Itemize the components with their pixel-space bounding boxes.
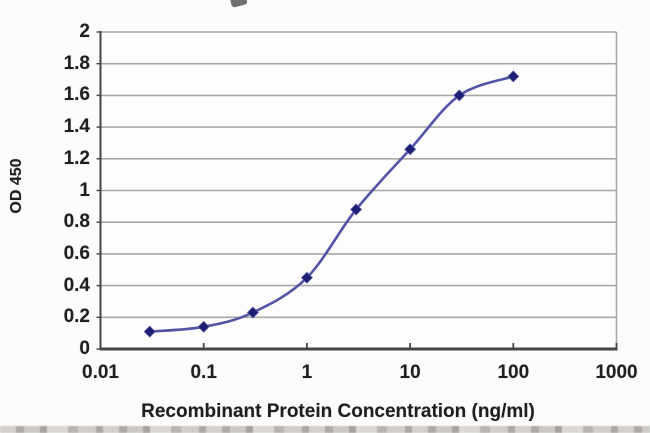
data-point-marker — [300, 271, 313, 284]
x-axis-title: Recombinant Protein Concentration (ng/ml… — [141, 401, 535, 422]
y-tick-label: 2 — [79, 21, 90, 42]
data-point-marker — [404, 143, 417, 156]
y-tick-label: 1.2 — [63, 147, 90, 169]
y-axis-title: OD 450 — [8, 158, 25, 214]
x-tick-label: 100 — [497, 362, 530, 383]
x-tick-label: 0.01 — [82, 362, 119, 383]
y-tick-label: 1 — [79, 179, 90, 201]
data-point-marker — [143, 325, 156, 338]
data-point-marker — [350, 203, 363, 216]
data-point-marker — [453, 89, 466, 102]
x-tick-label: 1000 — [595, 362, 638, 383]
y-tick-label: 0.8 — [63, 211, 90, 233]
y-tick-label: 1.8 — [63, 52, 90, 74]
data-point-marker — [197, 320, 210, 333]
series-line — [148, 75, 515, 333]
data-point-marker — [246, 306, 259, 319]
x-tick-label: 0.1 — [190, 362, 217, 383]
y-tick-label: 0.4 — [63, 274, 90, 296]
y-tick-label: 0.2 — [63, 306, 90, 328]
y-tick-label: 1.6 — [63, 84, 90, 106]
x-tick-label: 10 — [399, 362, 421, 383]
y-tick-label: 0.6 — [63, 242, 90, 264]
y-tick-label: 1.4 — [63, 116, 90, 138]
data-point-marker — [507, 70, 520, 83]
bottom-crop-strip — [0, 426, 650, 433]
y-tick-label: 0 — [79, 338, 90, 359]
x-tick-label: 1 — [301, 362, 313, 383]
